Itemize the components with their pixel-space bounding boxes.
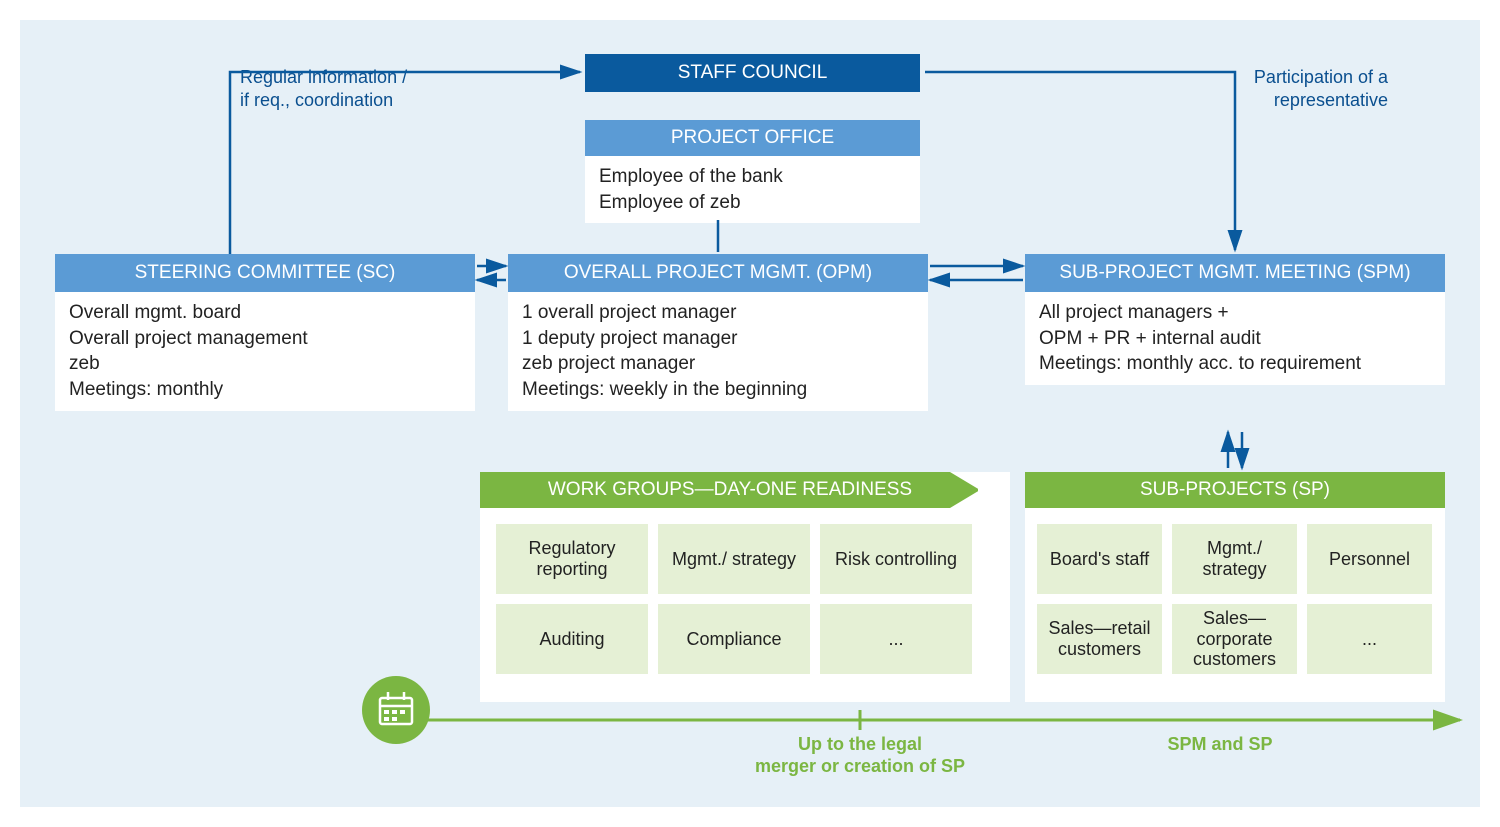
opm-line: zeb project manager <box>522 351 914 377</box>
wg-cell: Regulatory reporting <box>496 524 648 594</box>
project-office-title: PROJECT OFFICE <box>671 127 834 149</box>
po-line: Employee of zeb <box>599 190 906 216</box>
sc-line: zeb <box>69 351 461 377</box>
opm-line: Meetings: weekly in the beginning <box>522 377 914 403</box>
opm-header: OVERALL PROJECT MGMT. (OPM) <box>508 254 928 292</box>
spm-line: Meetings: monthly acc. to requirement <box>1039 351 1431 377</box>
sp-cell: Personnel <box>1307 524 1432 594</box>
sp-cell: ... <box>1307 604 1432 674</box>
annotation-left: Regular information / if req., coordinat… <box>240 66 407 111</box>
sc-body: Overall mgmt. board Overall project mana… <box>55 292 475 411</box>
sp-cell: Board's staff <box>1037 524 1162 594</box>
sc-title: STEERING COMMITTEE (SC) <box>135 262 396 284</box>
spm-body: All project managers + OPM + PR + intern… <box>1025 292 1445 385</box>
spm-line: All project managers + <box>1039 300 1431 326</box>
calendar-icon <box>362 676 430 744</box>
opm-title: OVERALL PROJECT MGMT. (OPM) <box>564 262 872 284</box>
sc-line: Meetings: monthly <box>69 377 461 403</box>
staff-council-title: STAFF COUNCIL <box>678 62 828 84</box>
opm-line: 1 deputy project manager <box>522 326 914 352</box>
po-line: Employee of the bank <box>599 164 906 190</box>
wg-cell: Risk controlling <box>820 524 972 594</box>
workgroups-header: WORK GROUPS—DAY-ONE READINESS <box>480 472 980 508</box>
sc-line: Overall project management <box>69 326 461 352</box>
opm-line: 1 overall project manager <box>522 300 914 326</box>
diagram-canvas: STAFF COUNCIL PROJECT OFFICE Employee of… <box>20 20 1480 807</box>
sp-cell: Sales—corporate customers <box>1172 604 1297 674</box>
sp-cell: Mgmt./ strategy <box>1172 524 1297 594</box>
subprojects-title: SUB-PROJECTS (SP) <box>1140 479 1330 501</box>
sc-line: Overall mgmt. board <box>69 300 461 326</box>
sp-cell: Sales—retail customers <box>1037 604 1162 674</box>
opm-body: 1 overall project manager 1 deputy proje… <box>508 292 928 411</box>
wg-cell: Auditing <box>496 604 648 674</box>
timeline-label-left: Up to the legal merger or creation of SP <box>720 734 1000 777</box>
wg-cell: ... <box>820 604 972 674</box>
subprojects-header: SUB-PROJECTS (SP) <box>1025 472 1445 508</box>
wg-cell: Mgmt./ strategy <box>658 524 810 594</box>
workgroups-title: WORK GROUPS—DAY-ONE READINESS <box>548 479 912 501</box>
project-office-header: PROJECT OFFICE <box>585 120 920 156</box>
staff-council-box: STAFF COUNCIL <box>585 54 920 92</box>
wg-cell: Compliance <box>658 604 810 674</box>
timeline-label-right: SPM and SP <box>1120 734 1320 756</box>
spm-title: SUB-PROJECT MGMT. MEETING (SPM) <box>1059 262 1410 284</box>
subprojects-panel: SUB-PROJECTS (SP) Board's staff Mgmt./ s… <box>1025 472 1445 702</box>
sc-header: STEERING COMMITTEE (SC) <box>55 254 475 292</box>
annotation-right: Participation of a representative <box>1128 66 1388 111</box>
workgroups-panel: WORK GROUPS—DAY-ONE READINESS Regulatory… <box>480 472 1010 702</box>
spm-header: SUB-PROJECT MGMT. MEETING (SPM) <box>1025 254 1445 292</box>
spm-line: OPM + PR + internal audit <box>1039 326 1431 352</box>
project-office-body: Employee of the bank Employee of zeb <box>585 156 920 223</box>
